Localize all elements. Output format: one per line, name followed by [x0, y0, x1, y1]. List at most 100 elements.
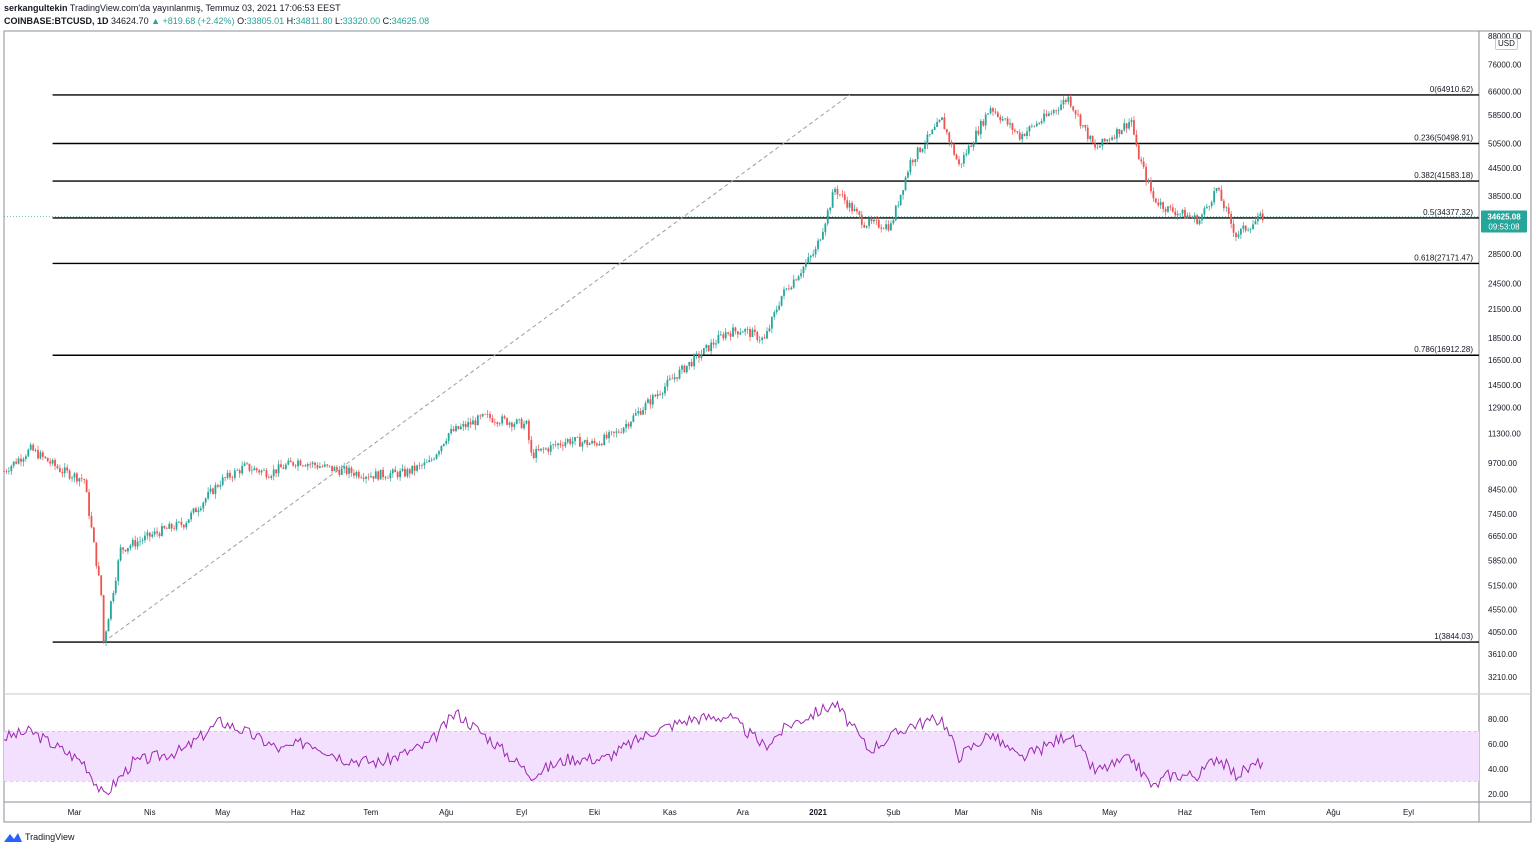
candle-body-2: [7, 471, 10, 472]
candle-body-18: [46, 457, 49, 462]
candle-body-498: [1213, 191, 1216, 203]
candle-body-51: [127, 548, 129, 552]
candle-body-12: [32, 444, 35, 451]
candle-body-429: [1045, 113, 1048, 116]
candle-body-324: [790, 287, 793, 290]
candle-body-294: [717, 334, 720, 344]
candle-body-469: [1142, 161, 1145, 167]
candle-body-394: [960, 163, 963, 165]
candle-body-292: [712, 342, 715, 345]
open-label: O:: [237, 16, 247, 26]
candle-body-514: [1252, 224, 1254, 230]
candle-body-486: [1184, 209, 1186, 219]
candle-body-308: [751, 329, 754, 337]
candle-body-499: [1215, 187, 1218, 192]
close-label: C:: [382, 16, 392, 26]
candle-body-151: [370, 476, 372, 478]
candle-body-158: [387, 478, 389, 479]
fib-label-2: 0.382(41583.18): [1414, 171, 1473, 180]
candle-body-166: [406, 469, 409, 477]
x-tick-4: Tem: [363, 808, 378, 817]
candle-body-381: [928, 134, 931, 135]
candle-body-285: [695, 353, 698, 356]
open-value: 33805.01: [246, 16, 285, 26]
y-tick-16: 9700.00: [1488, 459, 1517, 468]
candle-body-147: [360, 477, 363, 478]
candle-body-483: [1176, 213, 1179, 216]
candle-body-86: [212, 488, 214, 495]
candle-body-276: [673, 377, 676, 380]
candle-body-92: [226, 472, 229, 478]
candle-body-476: [1159, 202, 1162, 206]
candle-body-470: [1145, 166, 1147, 182]
candle-body-220: [537, 448, 540, 451]
candle-body-10: [27, 449, 30, 457]
candle-body-273: [666, 379, 669, 387]
candle-body-128: [314, 462, 316, 466]
candle-body-350: [853, 208, 856, 212]
currency-badge[interactable]: USD: [1495, 38, 1518, 50]
candle-body-212: [518, 418, 521, 420]
candle-body-413: [1006, 118, 1009, 125]
candle-body-293: [715, 343, 717, 345]
candle-body-14: [37, 450, 39, 459]
candle-body-284: [693, 355, 696, 367]
candle-body-226: [552, 444, 555, 446]
candle-body-57: [141, 540, 144, 541]
candle-body-447: [1089, 135, 1092, 139]
candle-body-171: [418, 464, 421, 466]
candle-body-140: [343, 466, 346, 469]
candle-body-232: [566, 439, 569, 443]
candle-body-155: [379, 469, 382, 480]
candle-body-270: [659, 394, 661, 395]
candle-body-69: [170, 523, 173, 529]
candle-body-478: [1164, 208, 1167, 212]
x-tick-0: Mar: [68, 808, 82, 817]
symbol-label[interactable]: COINBASE:BTCUSD, 1D: [4, 16, 109, 26]
candle-body-474: [1154, 198, 1157, 203]
candle-body-372: [907, 172, 909, 178]
candle-body-399: [972, 143, 975, 147]
candle-body-71: [175, 521, 178, 530]
candle-body-188: [459, 426, 462, 430]
candle-body-307: [749, 328, 751, 337]
footer-brand[interactable]: TradingView: [25, 832, 75, 842]
candle-body-94: [231, 477, 234, 478]
candle-body-377: [919, 147, 922, 152]
candle-body-66: [163, 526, 166, 529]
candle-body-255: [622, 427, 625, 433]
candle-body-259: [632, 415, 635, 422]
candle-body-397: [967, 145, 970, 154]
candle-body-385: [938, 120, 941, 122]
candle-body-58: [144, 535, 146, 541]
candle-body-516: [1256, 215, 1259, 222]
candle-body-465: [1133, 120, 1135, 135]
candle-body-199: [486, 414, 489, 415]
candle-body-176: [430, 459, 433, 461]
candle-body-8: [22, 458, 25, 462]
candle-body-184: [450, 428, 453, 434]
candle-body-336: [819, 239, 822, 241]
candle-body-190: [464, 423, 467, 428]
candle-body-319: [778, 305, 781, 310]
candle-body-132: [323, 464, 326, 467]
candle-body-228: [557, 443, 559, 446]
candle-body-48: [119, 547, 122, 561]
candle-body-263: [642, 410, 644, 415]
candle-body-504: [1227, 207, 1230, 214]
candle-body-472: [1150, 180, 1152, 192]
candle-body-206: [503, 416, 506, 419]
candle-body-398: [970, 145, 973, 147]
candle-body-117: [287, 460, 290, 465]
candle-body-239: [583, 440, 586, 443]
candle-body-322: [785, 288, 788, 290]
author-name[interactable]: serkangultekin: [4, 3, 68, 13]
candle-body-510: [1242, 225, 1245, 229]
candle-body-126: [309, 464, 312, 465]
candle-body-253: [617, 431, 620, 433]
rsi-band: [4, 731, 1479, 782]
candle-body-221: [540, 448, 542, 451]
y-tick-15: 11300.00: [1488, 429, 1521, 438]
candle-body-379: [924, 144, 926, 150]
